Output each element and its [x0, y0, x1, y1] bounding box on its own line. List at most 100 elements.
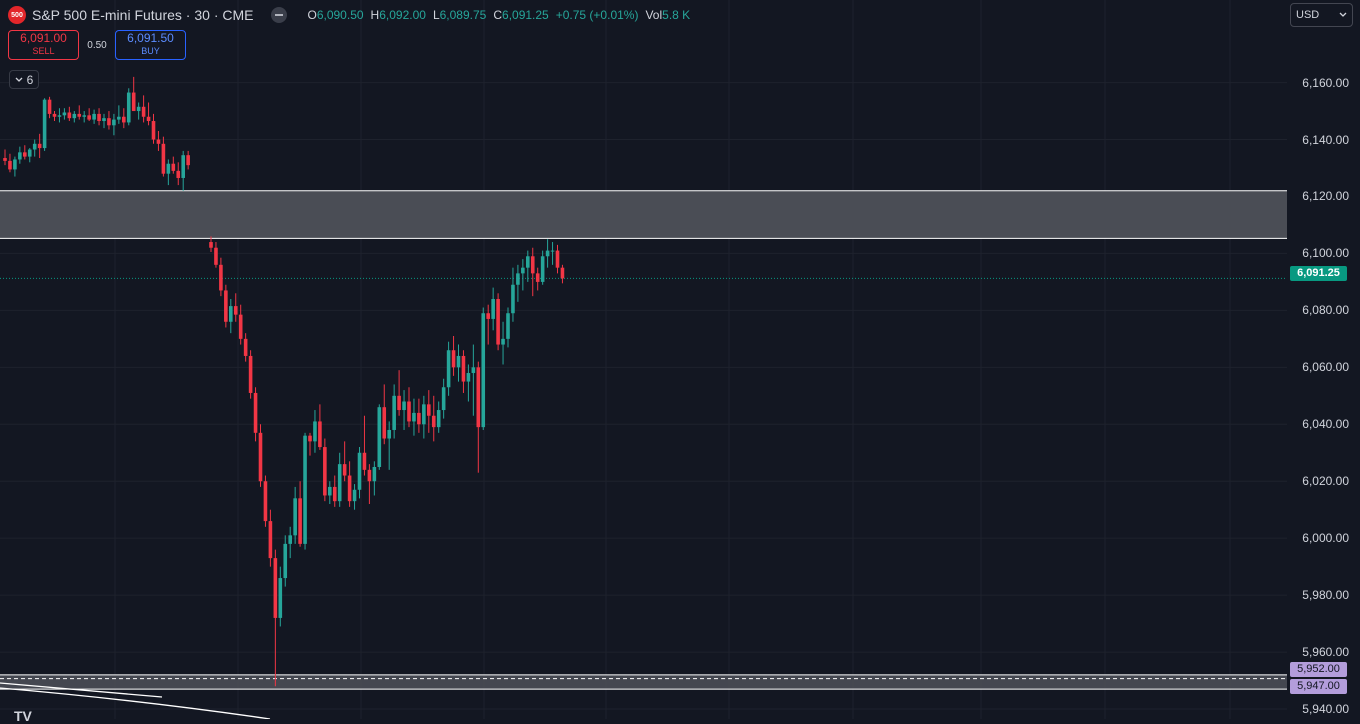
candle-up — [288, 535, 292, 544]
candle-up — [293, 498, 297, 536]
candle-down — [342, 464, 347, 476]
candle-down — [382, 407, 387, 439]
candle-down — [431, 415, 436, 428]
candle-down — [141, 106, 146, 117]
open-value: 6,090.50 — [316, 8, 364, 22]
candle-down — [52, 113, 57, 117]
candle-down — [248, 355, 253, 393]
candle-down — [146, 116, 151, 122]
candle-up — [357, 452, 362, 490]
chevron-down-icon — [15, 77, 23, 82]
candle-up — [540, 256, 545, 282]
candle-down — [332, 486, 337, 502]
zone-bottom-label: 5,947.00 — [1290, 679, 1347, 694]
tradingview-logo: TV — [14, 708, 32, 724]
candle-down — [67, 112, 72, 119]
candle-up — [136, 106, 141, 112]
candle-down — [151, 121, 156, 140]
candle-down — [318, 421, 322, 448]
candle-up — [466, 373, 471, 382]
zone-top-label: 5,952.00 — [1290, 662, 1347, 677]
candle-up — [117, 116, 121, 120]
candle-up — [18, 152, 22, 160]
candle-down — [77, 113, 82, 117]
candle-down — [87, 115, 91, 120]
chevron-down-icon — [1339, 12, 1347, 17]
price-tick-label: 6,120.00 — [1302, 189, 1349, 204]
currency-select[interactable]: USD — [1290, 3, 1353, 27]
candle-down — [47, 99, 52, 114]
candle-up — [387, 429, 391, 439]
buy-label: BUY — [141, 46, 160, 56]
candle-up — [166, 163, 171, 174]
sell-button[interactable]: 6,091.00 SELL — [8, 30, 79, 60]
candle-up — [112, 119, 116, 126]
candle-up — [392, 395, 396, 430]
candle-up — [402, 401, 406, 411]
candle-down — [186, 155, 190, 166]
candle-up — [550, 250, 555, 252]
chart-legend: 500 S&P 500 E-mini Futures · 30 · CME O6… — [8, 5, 690, 25]
price-tick-label: 5,960.00 — [1302, 645, 1349, 660]
candle-up — [516, 273, 520, 285]
candle-down — [238, 314, 243, 339]
candle-down — [417, 412, 421, 425]
candle-down — [496, 298, 500, 345]
spread-value: 0.50 — [87, 39, 107, 51]
candle-down — [122, 116, 126, 123]
price-tick-label: 6,160.00 — [1302, 75, 1349, 90]
candle-up — [436, 410, 441, 428]
candle-up — [62, 112, 67, 116]
candle-down — [3, 158, 7, 161]
candle-down — [555, 250, 560, 268]
price-tick-label: 6,100.00 — [1302, 246, 1349, 261]
candle-up — [471, 367, 476, 374]
indicators-toggle-button[interactable]: 6 — [9, 70, 39, 89]
price-tick-label: 6,020.00 — [1302, 474, 1349, 489]
buy-button[interactable]: 6,091.50 BUY — [115, 30, 186, 60]
trade-panel: 6,091.00 SELL 0.50 6,091.50 BUY — [8, 30, 186, 60]
indicators-count: 6 — [26, 72, 34, 87]
candle-down — [347, 475, 352, 502]
candle-down — [131, 92, 136, 112]
sp500-logo-icon: 500 — [8, 6, 26, 24]
candle-up — [506, 313, 510, 339]
candle-up — [313, 421, 317, 442]
candle-down — [451, 350, 456, 368]
candle-down — [560, 267, 565, 279]
candle-up — [303, 435, 307, 544]
candle-down — [263, 481, 268, 522]
candle-down — [161, 143, 166, 174]
close-value: 6,091.25 — [502, 8, 549, 22]
candle-down — [233, 306, 238, 315]
candle-up — [352, 489, 357, 502]
candle-up — [328, 486, 332, 496]
price-tick-label: 5,980.00 — [1302, 588, 1349, 603]
candle-down — [97, 113, 101, 122]
candle-down — [362, 452, 367, 470]
currency-value: USD — [1296, 9, 1320, 21]
candle-up — [278, 578, 283, 618]
candle-down — [367, 469, 372, 482]
sr-zone-rect — [0, 674, 1287, 690]
candle-up — [92, 113, 96, 120]
candle-up — [229, 306, 233, 322]
candle-up — [456, 355, 461, 368]
candle-up — [521, 267, 525, 274]
price-tick-label: 6,040.00 — [1302, 417, 1349, 432]
candle-up — [377, 407, 382, 467]
last-price-badge: 6,091.25 — [1290, 266, 1347, 281]
candle-up — [526, 256, 530, 268]
candle-down — [8, 160, 12, 170]
candle-up — [27, 149, 32, 157]
candle-down — [273, 558, 278, 618]
candle-down — [243, 338, 248, 356]
symbol-title[interactable]: S&P 500 E-mini Futures · 30 · CME — [32, 7, 254, 23]
candle-up — [372, 466, 377, 482]
candle-up — [283, 543, 288, 579]
candle-up — [446, 350, 451, 388]
hide-legend-icon[interactable] — [271, 7, 288, 23]
candle-down — [176, 170, 181, 178]
candle-up — [412, 412, 416, 422]
